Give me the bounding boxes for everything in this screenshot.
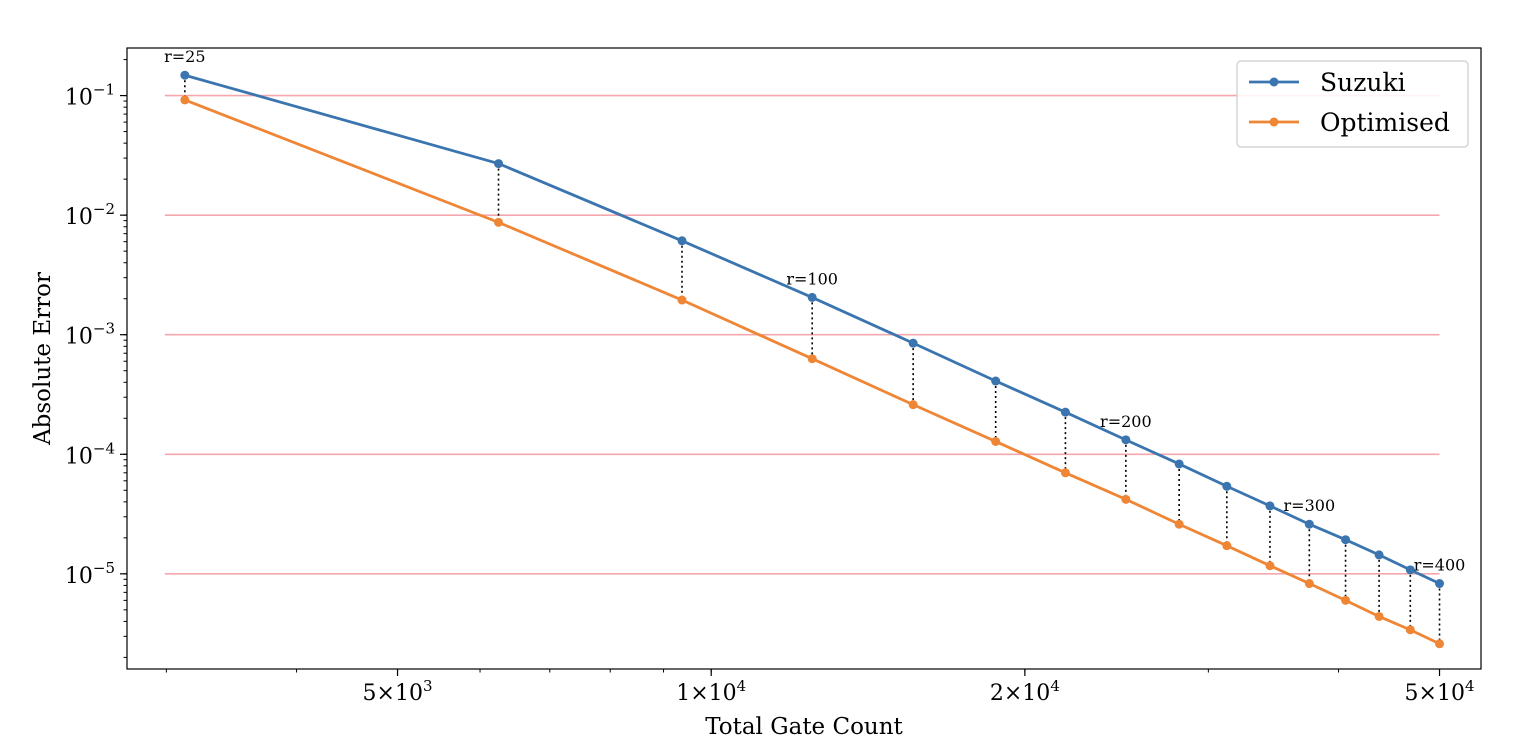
data-point-suzuki (1265, 501, 1275, 511)
y-axis-label: Absolute Error (30, 272, 56, 446)
x-tick-label: 2×104 (990, 677, 1060, 706)
legend-label-optimised: Optimised (1320, 108, 1450, 137)
legend: Suzuki Optimised (1236, 60, 1469, 148)
y-tick-label: 10−4 (65, 439, 115, 469)
y-tick-label: 10−5 (65, 559, 115, 589)
data-point-optimised (908, 400, 918, 410)
data-point-suzuki (1341, 535, 1351, 545)
data-point-optimised (1121, 494, 1131, 504)
data-point-suzuki (1405, 565, 1415, 575)
data-point-optimised (1374, 611, 1384, 621)
x-tick-label: 5×104 (1405, 677, 1475, 706)
data-point-optimised (1435, 639, 1445, 649)
annotation-label: r=100 (786, 269, 838, 288)
data-point-suzuki (1174, 459, 1184, 469)
reference-lines (164, 94, 1440, 575)
annotation-label: r=25 (164, 47, 205, 66)
data-point-suzuki (908, 338, 918, 348)
data-point-suzuki (1374, 550, 1384, 560)
data-point-optimised (1174, 519, 1184, 529)
plot-frame (126, 47, 1482, 670)
x-tick-label: 5×103 (363, 677, 433, 706)
legend-label-suzuki: Suzuki (1320, 68, 1406, 97)
annotation-label: r=200 (1100, 412, 1152, 431)
series-layer (180, 70, 1445, 649)
data-point-suzuki (1121, 435, 1131, 445)
data-point-suzuki (991, 376, 1001, 386)
data-point-suzuki (180, 70, 190, 80)
series-line-optimised (184, 98, 1441, 646)
data-point-optimised (1304, 579, 1314, 589)
legend-marker-suzuki (1269, 77, 1279, 87)
y-tick-label: 10−2 (65, 200, 115, 230)
data-point-optimised (1060, 468, 1070, 478)
data-point-suzuki (1435, 579, 1445, 589)
y-tick-label: 10−1 (65, 81, 115, 111)
data-point-optimised (677, 295, 687, 305)
data-point-optimised (991, 436, 1001, 446)
data-point-optimised (1265, 561, 1275, 571)
x-axis-ticks: 5×103 1×104 2×104 5×104 (165, 669, 1475, 706)
annotation-label: r=300 (1284, 496, 1336, 515)
data-point-optimised (494, 217, 504, 227)
x-tick-label: 1×104 (676, 677, 746, 706)
data-point-suzuki (1222, 481, 1232, 491)
y-axis-ticks: 10−1 10−2 10−3 10−4 10−5 (65, 59, 127, 658)
data-point-optimised (1405, 625, 1415, 635)
point-annotations: r=25 r=100 r=200 r=300 r=400 (164, 47, 1465, 574)
annotation-label: r=400 (1414, 556, 1466, 575)
legend-marker-optimised (1269, 117, 1279, 127)
data-point-suzuki (494, 159, 504, 169)
data-point-suzuki (1304, 519, 1314, 529)
x-axis-label: Total Gate Count (705, 714, 903, 740)
data-point-optimised (807, 354, 817, 364)
data-point-optimised (1341, 595, 1351, 605)
data-point-optimised (1222, 541, 1232, 551)
data-point-suzuki (677, 236, 687, 246)
series-line-suzuki (184, 73, 1441, 585)
data-point-suzuki (807, 292, 817, 302)
data-point-optimised (180, 95, 190, 105)
data-point-suzuki (1060, 407, 1070, 417)
y-tick-label: 10−3 (65, 320, 115, 350)
